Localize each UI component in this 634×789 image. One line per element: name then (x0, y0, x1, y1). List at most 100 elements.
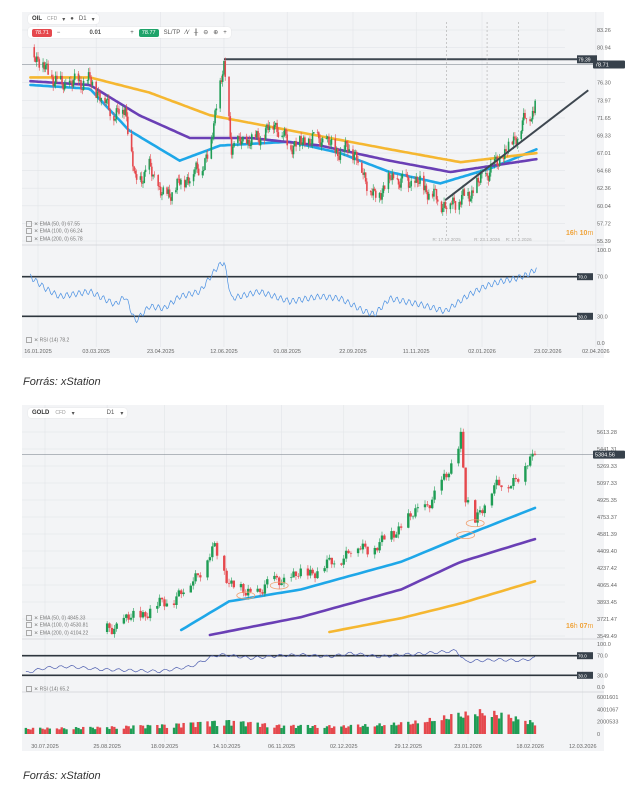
candle-body (105, 99, 108, 104)
candle-body (430, 499, 434, 509)
candle-body (342, 558, 345, 565)
candle-body (139, 176, 142, 180)
chevron-down-icon[interactable]: ▾ (91, 16, 95, 23)
candle-body (148, 158, 151, 170)
y-tick-label: 5441.31 (597, 447, 617, 453)
volume-bar (194, 727, 197, 734)
candle-body (238, 136, 240, 137)
increase-button[interactable]: + (130, 29, 134, 36)
candle-body (258, 588, 262, 593)
candle-body (514, 136, 516, 138)
sltp-button[interactable]: SL/TP (163, 29, 181, 36)
buy-button[interactable]: 78.77 (138, 28, 159, 37)
candle-body (468, 191, 471, 202)
rsi-tick-label: 0.0 (597, 341, 605, 347)
candle-body (89, 72, 91, 78)
candle-body (140, 176, 143, 184)
y-tick-label: 5269.33 (597, 464, 617, 470)
candle-body (390, 179, 392, 180)
oil-rsi-legend: ✕ RSI (14) 78.2 (26, 337, 69, 344)
candle-body (361, 543, 365, 550)
volume-bar (292, 724, 295, 734)
candle-body (316, 571, 319, 579)
candle-body (434, 188, 437, 190)
candle-body (80, 80, 82, 90)
chevron-down-icon[interactable]: ▾ (62, 16, 66, 23)
y-tick-label: 67.01 (597, 151, 611, 157)
volume-bar (132, 725, 135, 734)
timeframe-select[interactable]: D1 (78, 16, 87, 22)
zoom-in-icon[interactable]: ⊕ (213, 30, 219, 36)
rsi-tick-label: 70.0 (597, 275, 608, 281)
candle-body (514, 477, 518, 480)
candle-body (273, 124, 276, 130)
volume-bar (98, 727, 102, 734)
candle-body (397, 526, 400, 535)
volume-bar (356, 724, 360, 734)
instrument-type: CFD (47, 16, 58, 22)
candle-body (195, 162, 197, 170)
candle-body (449, 203, 452, 210)
chevron-down-icon[interactable]: ▾ (71, 410, 75, 417)
candle-body (148, 608, 152, 619)
candle-body (125, 108, 128, 117)
volume-bar (366, 726, 369, 734)
volume-bar (27, 728, 30, 734)
candle-body (371, 192, 373, 196)
candle-body (344, 141, 347, 150)
y-tick-label: 5097.33 (597, 481, 617, 487)
candle-body (372, 188, 375, 196)
candle-body (134, 170, 137, 175)
volume-bar (199, 721, 202, 734)
y-tick-label: 4065.44 (597, 583, 617, 589)
timeframe-select[interactable]: D1 (106, 410, 115, 416)
candle-body (488, 172, 491, 181)
y-tick-label: 3893.45 (597, 600, 617, 606)
candle-body (240, 141, 243, 145)
candle-body (189, 585, 192, 593)
volume-bar (433, 721, 436, 734)
candle-body (124, 108, 127, 116)
volume-bar (526, 724, 529, 734)
candle-body (192, 174, 195, 182)
candle-body (68, 80, 71, 84)
sell-button[interactable]: 78.71 (32, 28, 52, 37)
volume-bar (215, 726, 219, 734)
legend-ema-50: ✕ EMA (50, 0) 67.55 (26, 221, 83, 228)
candle-body (237, 136, 239, 143)
line-chart-icon[interactable]: ⁄\⁄ (185, 29, 189, 36)
candle-body (355, 151, 358, 161)
candle-body (311, 569, 314, 574)
volume-bar (108, 728, 111, 734)
candle-body (108, 98, 110, 110)
volume-bar (177, 723, 181, 734)
legend-ema-200: ✕ EMA (200, 0) 65.78 (26, 235, 83, 243)
candle-body (54, 75, 57, 85)
annotation-ellipse (236, 591, 256, 600)
globe-icon[interactable]: ● (70, 16, 74, 22)
volume-bar (146, 724, 149, 734)
x-tick-label: 12.03.2026 (569, 744, 597, 750)
volume-input[interactable]: 0.01 (89, 29, 102, 36)
volume-bar (31, 727, 35, 734)
candle-body (474, 500, 477, 523)
symbol-name[interactable]: OIL (32, 16, 42, 22)
zoom-out-icon[interactable]: ⊖ (203, 30, 209, 36)
candle-body (108, 623, 111, 628)
candle-body (530, 119, 533, 122)
crosshair-icon[interactable]: + (223, 29, 227, 36)
candle-body (374, 190, 377, 198)
candle-body (44, 65, 47, 70)
volume-bar (378, 723, 381, 734)
volume-bar (113, 726, 116, 734)
y-tick-label: 3549.49 (597, 634, 617, 640)
candle-body (533, 453, 537, 455)
ema-line-2 (29, 76, 538, 164)
chevron-down-icon[interactable]: ▾ (120, 410, 124, 417)
decrease-button[interactable]: − (56, 29, 61, 36)
candle-body (453, 197, 455, 202)
candle-body (106, 98, 109, 100)
symbol-name[interactable]: GOLD (32, 410, 50, 416)
candles-icon[interactable]: ╫ (193, 29, 199, 36)
legend-ema-100: ✕ EMA (100, 0) 4530.81 (26, 622, 88, 629)
